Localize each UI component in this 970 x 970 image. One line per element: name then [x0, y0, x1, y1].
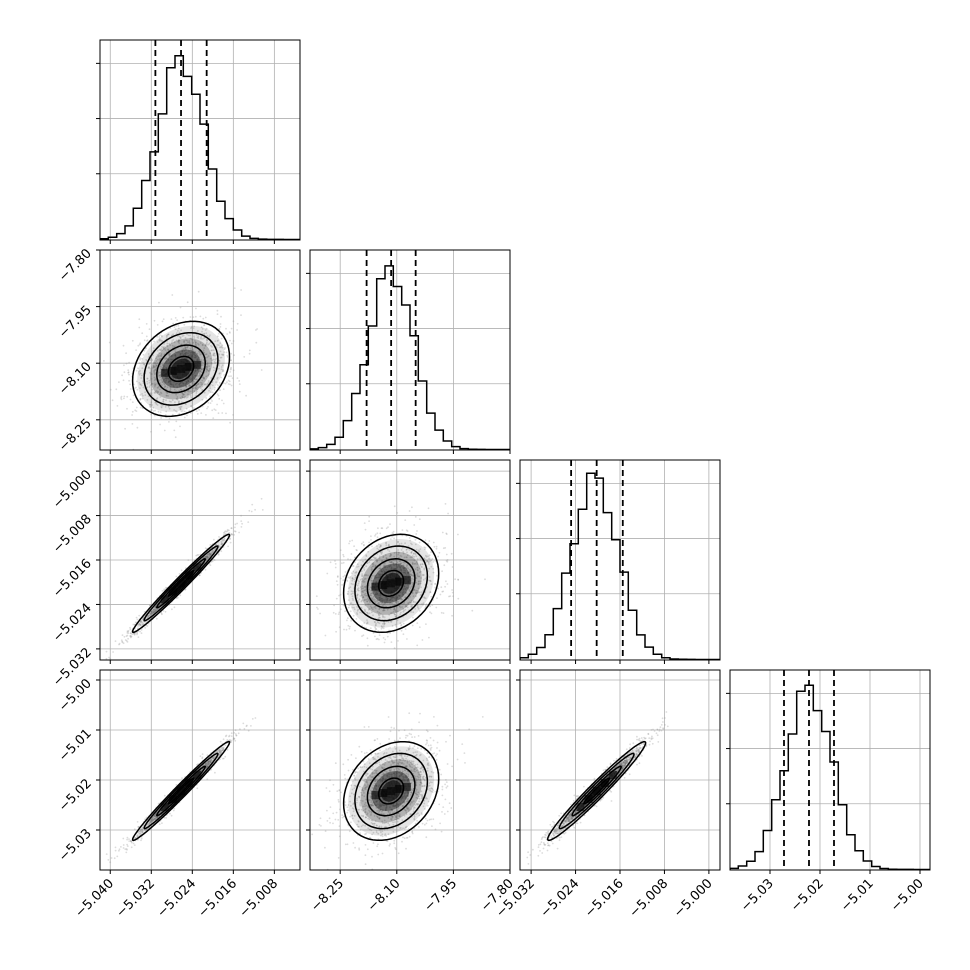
histogram-1: [310, 265, 510, 450]
contour-3-1-1: [354, 752, 429, 830]
density-cell: [168, 587, 177, 596]
y-tick-label-3-2: −5.01: [56, 726, 95, 765]
density-cell: [387, 787, 396, 795]
density-cell: [395, 577, 404, 586]
density-cell: [185, 362, 194, 371]
x-tick-label-0-2: −5.024: [155, 876, 200, 921]
density-cell: [160, 595, 169, 604]
contour-1-0-0: [131, 320, 231, 418]
density-cell: [403, 782, 411, 791]
panel-0-0: [96, 39, 301, 241]
density-cell: [160, 368, 169, 377]
density-cell: [177, 579, 185, 588]
density-cell: [177, 364, 185, 373]
density-cell: [193, 563, 202, 572]
y-tick-label-3-0: −5.03: [56, 826, 95, 865]
contour-3-2-1: [558, 752, 635, 830]
density-cell: [185, 571, 194, 580]
contour-3-2-2: [571, 765, 623, 817]
density-cell: [609, 771, 617, 779]
contour-3-1-2: [366, 765, 416, 817]
density-cell: [177, 787, 185, 795]
panel-border: [309, 669, 511, 871]
contour-3-0-0: [131, 740, 231, 842]
panel-3-1: [309, 669, 511, 871]
panel-1-1: [306, 249, 511, 451]
panel-border: [99, 669, 301, 871]
x-tick-label-1-2: −7.95: [421, 876, 460, 915]
y-tick-label-2-4: −5.000: [50, 467, 95, 512]
density-cell: [193, 770, 202, 779]
x-tick-label-1-0: −8.25: [308, 876, 347, 915]
y-tick-label-3-1: −5.02: [56, 776, 95, 815]
y-tick-label-2-2: −5.016: [50, 556, 95, 601]
density-cell: [371, 791, 380, 800]
contour-1-0-1: [143, 331, 219, 406]
histogram-0: [100, 55, 300, 240]
contour-3-1-0: [342, 740, 440, 842]
x-tick-label-2-2: −5.016: [582, 876, 627, 921]
density-cell: [576, 803, 585, 811]
panel-3-3: [726, 669, 931, 871]
panel-2-1: [309, 459, 511, 661]
density-cell: [168, 795, 177, 804]
contour-2-1-2: [366, 558, 416, 609]
y-tick-label-1-2: −7.95: [56, 303, 95, 342]
contour-2-0-0: [131, 533, 231, 634]
panel-2-0: [99, 459, 301, 661]
y-tick-label-1-3: −7.80: [56, 246, 95, 285]
x-tick-label-0-1: −5.032: [113, 876, 158, 921]
panel-1-0: [99, 249, 301, 451]
x-tick-label-2-1: −5.024: [538, 876, 583, 921]
density-cell: [395, 784, 404, 793]
density-cell: [584, 795, 593, 803]
density-cell: [371, 582, 380, 591]
panel-3-0: [99, 669, 301, 871]
x-tick-label-1-1: −8.10: [365, 876, 404, 915]
panel-border: [729, 669, 931, 871]
x-tick-label-0-3: −5.016: [196, 876, 241, 921]
density-cell: [193, 360, 202, 369]
panel-border: [99, 249, 301, 451]
y-tick-label-1-0: −8.25: [56, 416, 95, 455]
density-cell: [387, 579, 396, 588]
density-cell: [600, 779, 609, 787]
density-cell: [185, 778, 194, 787]
y-tick-label-1-1: −8.10: [56, 359, 95, 398]
contour-2-1-1: [354, 545, 429, 622]
contour-1-0-2: [156, 344, 207, 394]
x-tick-label-3-1: −5.02: [788, 876, 827, 915]
density-cell: [592, 787, 601, 795]
panel-border: [309, 249, 511, 451]
contour-2-1-0: [342, 533, 440, 634]
density-cell: [379, 789, 388, 798]
x-tick-label-2-4: −5.000: [671, 876, 716, 921]
histogram-3: [730, 684, 930, 870]
density-cell: [160, 803, 169, 812]
x-tick-label-3-3: −5.00: [888, 876, 927, 915]
x-tick-label-0-4: −5.008: [237, 876, 282, 921]
contour-3-2-0: [546, 740, 647, 842]
density-cell: [403, 576, 411, 585]
x-tick-label-0-0: −5.040: [72, 876, 117, 921]
panel-2-2: [516, 459, 721, 661]
panel-3-2: [519, 669, 721, 871]
histogram-2: [520, 472, 720, 660]
density-cell: [379, 581, 388, 589]
x-tick-label-2-3: −5.008: [627, 876, 672, 921]
x-tick-label-3-0: −5.03: [738, 876, 777, 915]
y-tick-label-2-1: −5.024: [50, 601, 95, 646]
x-tick-label-3-2: −5.01: [838, 876, 877, 915]
y-tick-label-2-3: −5.008: [50, 512, 95, 557]
panel-border: [99, 39, 301, 241]
density-cell: [168, 366, 177, 375]
